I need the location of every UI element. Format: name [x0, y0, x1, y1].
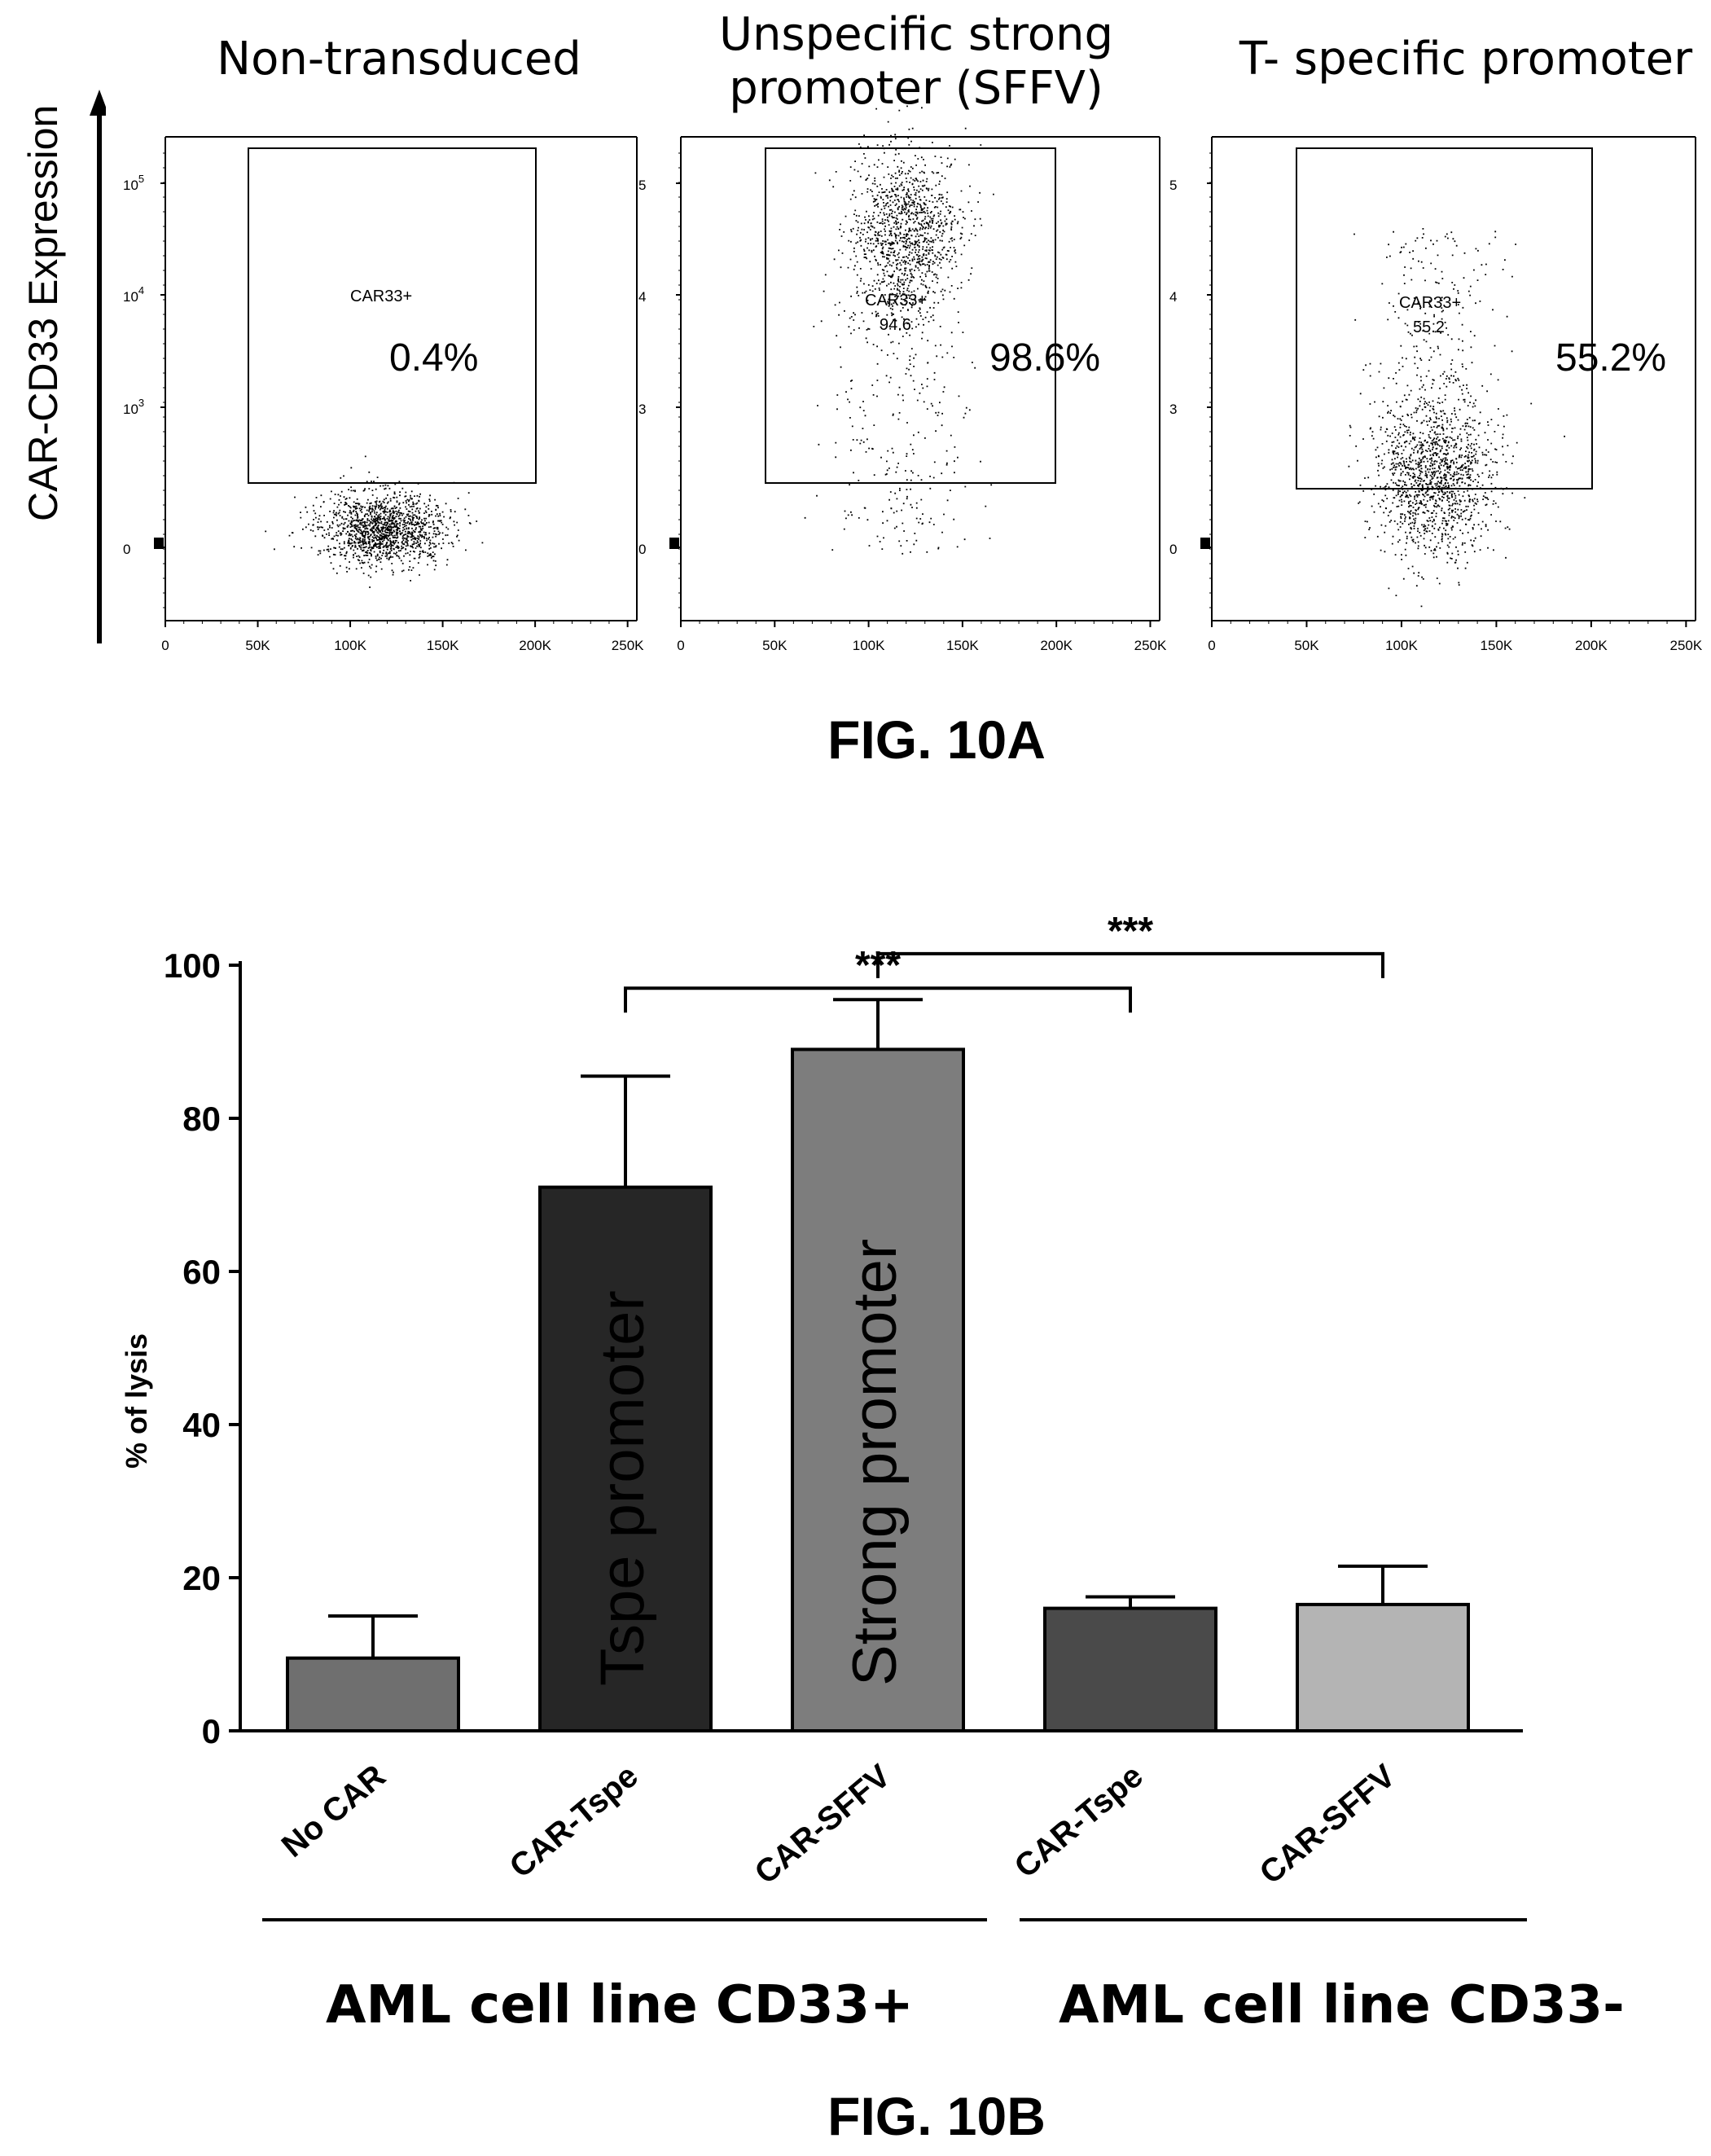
y-tick-exponent: 3	[138, 397, 144, 409]
flow-panel-1: 105 104 103 0 0 50K 100K 150K 200K 250K CAR33+ 0.4%	[123, 136, 644, 653]
x-tick-label-5: CAR-SFFV	[1253, 1758, 1402, 1891]
x-tick-label: 50K	[762, 638, 787, 653]
panel-3-title: T- specific promoter	[1222, 33, 1710, 86]
y-tick-label: 104	[123, 284, 144, 305]
bar-5	[1296, 1602, 1470, 1733]
y-axis-label: CAR-CD33 Expression	[20, 105, 66, 521]
y-tick-label: 0	[123, 542, 130, 557]
x-tick-label-1: No CAR	[275, 1758, 393, 1864]
flow-panel-3: 5 4 3 0 0 50K 100K 150K 200K 250K CAR33+ 55.2 55.2%	[1169, 136, 1703, 653]
panel-2-title: Unspecific strong promoter (SFFV)	[643, 8, 1189, 116]
y-tick-label: 5	[638, 178, 646, 193]
y-tick-label: 3	[638, 402, 646, 417]
bar-3	[791, 1047, 965, 1732]
group-label-cd33-negative: AML cell line CD33-	[1059, 1975, 1625, 2035]
x-tick-label-3: CAR-SFFV	[748, 1758, 897, 1891]
y-tick-label: 20	[182, 1559, 221, 1597]
y-tick-label: 0	[202, 1712, 221, 1750]
x-tick-label: 250K	[1134, 638, 1167, 653]
y-tick-exponent: 5	[138, 173, 144, 185]
x-tick-label: 100K	[853, 638, 885, 653]
x-tick-label: 200K	[1040, 638, 1073, 653]
lysis-bar-chart: 0 20 40 60 80 100 % of lysis No CAR CAR-Tspe Tspe…	[120, 910, 1527, 1921]
gate-name: CAR33+	[1399, 294, 1461, 312]
y-axis-arrow-graphic: CAR-CD33 Expression	[20, 90, 109, 643]
x-tick-label: 100K	[334, 638, 366, 653]
gate-rectangle	[1296, 147, 1593, 490]
y-tick-label: 105	[123, 173, 144, 193]
panel-3-title-line-1: T- specific promoter	[1239, 33, 1693, 86]
panel-1-title: Non-transduced	[171, 33, 627, 86]
x-tick-label-4: CAR-Tspe	[1008, 1758, 1150, 1885]
zero-artifact	[669, 538, 679, 549]
x-tick-label-2: CAR-Tspe	[503, 1758, 645, 1885]
bar-4	[1043, 1606, 1217, 1732]
y-tick-exponent: 4	[138, 284, 144, 296]
bar-annotation-2: Tspe promoter	[588, 1290, 657, 1686]
flow-cytometry-panels: 105 104 103 0 0 50K 100K 150K 200K 250K CAR33+ 0.4%…	[123, 105, 1703, 653]
y-tick-label: 60	[182, 1253, 221, 1291]
y-tick-label: 0	[638, 542, 646, 557]
gate-value: 55.2	[1413, 318, 1445, 336]
y-tick-label: 80	[182, 1100, 221, 1138]
x-tick-label: 50K	[245, 638, 270, 653]
event-dots	[265, 455, 484, 588]
y-tick-label: 4	[638, 289, 646, 305]
x-tick-label: 0	[677, 638, 684, 653]
y-axis-arrow-head	[90, 90, 109, 116]
bar-1	[286, 1656, 460, 1733]
x-tick-label: 250K	[1670, 638, 1703, 653]
y-tick-label: 100	[164, 946, 221, 985]
panel-1-title-line-1: Non-transduced	[217, 33, 581, 86]
zero-artifact	[1200, 538, 1210, 549]
x-tick-label: 0	[1208, 638, 1215, 653]
gate-name: CAR33+	[350, 288, 412, 305]
fig-a-y-axis-label-block: CAR-CD33 Expression	[8, 81, 109, 652]
x-tick-label: 50K	[1294, 638, 1319, 653]
y-tick-label: 3	[1169, 402, 1177, 417]
big-percent-label: 55.2%	[1555, 336, 1666, 380]
fig-10b-label: FIG. 10B	[827, 2086, 1046, 2146]
x-tick-label: 150K	[946, 638, 979, 653]
event-dots	[804, 105, 994, 555]
x-tick-label: 100K	[1385, 638, 1418, 653]
event-dots	[1348, 228, 1565, 608]
x-tick-label: 150K	[427, 638, 459, 653]
zero-artifact	[154, 538, 164, 549]
y-axis-label: % of lysis	[120, 1333, 153, 1469]
gate-rectangle	[765, 147, 1056, 484]
y-tick-label: 0	[1169, 542, 1177, 557]
significance-bracket-1	[624, 986, 1132, 1013]
gate-name: CAR33+	[865, 292, 927, 310]
bar-annotation-3: Strong promoter	[840, 1239, 910, 1686]
flow-panel-2: 5 4 3 0 0 50K 100K 150K 200K 250K CAR33+ 94.6 98.6%	[638, 105, 1167, 653]
gate-value: 94.6	[880, 316, 911, 334]
big-percent-label: 0.4%	[389, 336, 478, 380]
x-tick-label: 250K	[612, 638, 644, 653]
group-label-cd33-positive: AML cell line CD33+	[326, 1975, 914, 2035]
x-tick-label: 200K	[1575, 638, 1608, 653]
big-percent-label: 98.6%	[989, 336, 1100, 380]
significance-bracket-2	[876, 951, 1384, 978]
y-tick-label: 40	[182, 1406, 221, 1444]
x-tick-label: 150K	[1481, 638, 1513, 653]
x-tick-label: 200K	[519, 638, 551, 653]
panel-2-title-line-2: promoter (SFFV)	[729, 62, 1103, 116]
y-tick-label: 4	[1169, 289, 1177, 305]
gate-rectangle	[248, 147, 537, 484]
fig-10a-label: FIG. 10A	[827, 709, 1046, 770]
significance-label-2: ***	[1108, 910, 1153, 953]
x-tick-label: 0	[161, 638, 169, 653]
y-tick-label: 103	[123, 397, 144, 417]
panel-2-title-line-1: Unspecific strong	[718, 8, 1114, 61]
y-tick-label: 5	[1169, 178, 1177, 193]
